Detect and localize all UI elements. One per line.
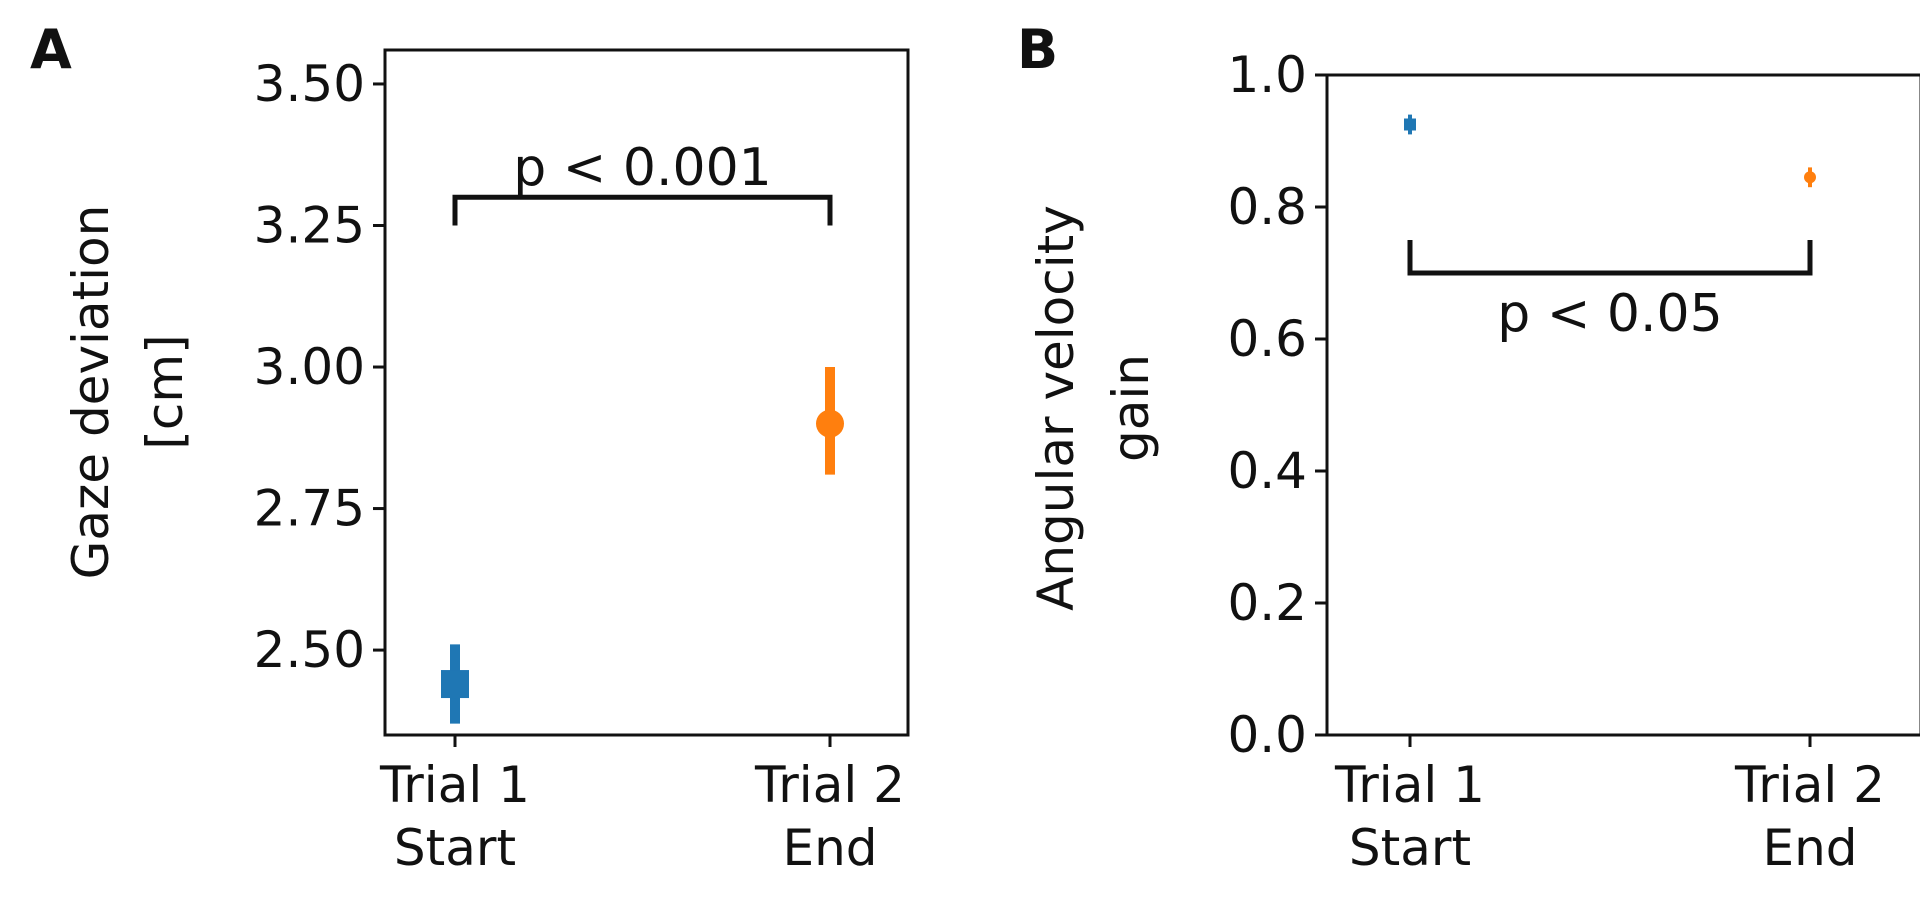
panel-a-p-value: p < 0.001 [513,138,772,198]
panel-b-ytick-label: 0.6 [1227,310,1307,368]
panel-b-ytick-label: 0.8 [1227,178,1307,236]
panel-b-y-ticks: 0.0 0.2 0.4 0.6 0.8 1.0 [1227,46,1327,764]
panel-a-ytick-label: 3.25 [254,196,365,254]
panel-a-xtick-label-line2: End [782,819,877,877]
panel-a-significance-bracket [452,194,833,226]
panel-a-points [441,367,844,724]
panel-b-xtick-label-line2: Start [1349,819,1471,877]
panel-a-xtick-label-line1: Trial 2 [754,756,905,814]
panel-b-ytick-label: 0.0 [1227,706,1307,764]
panel-b-ytick-label: 0.2 [1227,574,1307,632]
panel-a-y-ticks: 2.50 2.75 3.00 3.25 3.50 [254,55,385,679]
panel-b-ytick-label: 1.0 [1227,46,1307,104]
panel-a-xtick-label-line2: Start [394,819,516,877]
panel-a-letter: A [30,18,72,81]
panel-b-xtick-label-line2: End [1762,819,1857,877]
panel-a-point-circle [816,409,844,438]
panel-a-ytick-label: 2.75 [254,480,365,538]
panel-a-ytick-label: 3.50 [254,55,365,113]
panel-b-frame [1325,73,1920,737]
panel-a-significance: p < 0.001 [452,138,833,226]
panel-a-frame [383,48,910,737]
panel-b-point-circle [1804,171,1816,184]
panel-b-letter: B [1017,18,1058,81]
panel-b-point-square [1404,118,1416,131]
panel-a-ylabel-line2: [cm] [136,334,194,449]
panel-a-ytick-label: 3.00 [254,338,365,396]
panel-b-p-value: p < 0.05 [1497,284,1722,344]
panel-a-ylabel-line1: Gaze deviation [62,205,120,580]
panel-b-ylabel-line1: Angular velocity [1027,205,1085,611]
panel-a-ytick-label: 2.50 [254,621,365,679]
panel-b-significance-bracket [1407,240,1813,276]
panel-b-xtick-label-line1: Trial 2 [1734,756,1885,814]
panel-b-ytick-label: 0.4 [1227,442,1307,500]
panel-a-point-square [441,670,469,699]
panel-a-xtick-label-line1: Trial 1 [379,756,530,814]
panel-b-ylabel-line2: gain [1102,354,1160,462]
panel-b-points [1404,114,1816,188]
panel-b-significance: p < 0.05 [1407,240,1813,344]
panel-b-xtick-label-line1: Trial 1 [1334,756,1485,814]
